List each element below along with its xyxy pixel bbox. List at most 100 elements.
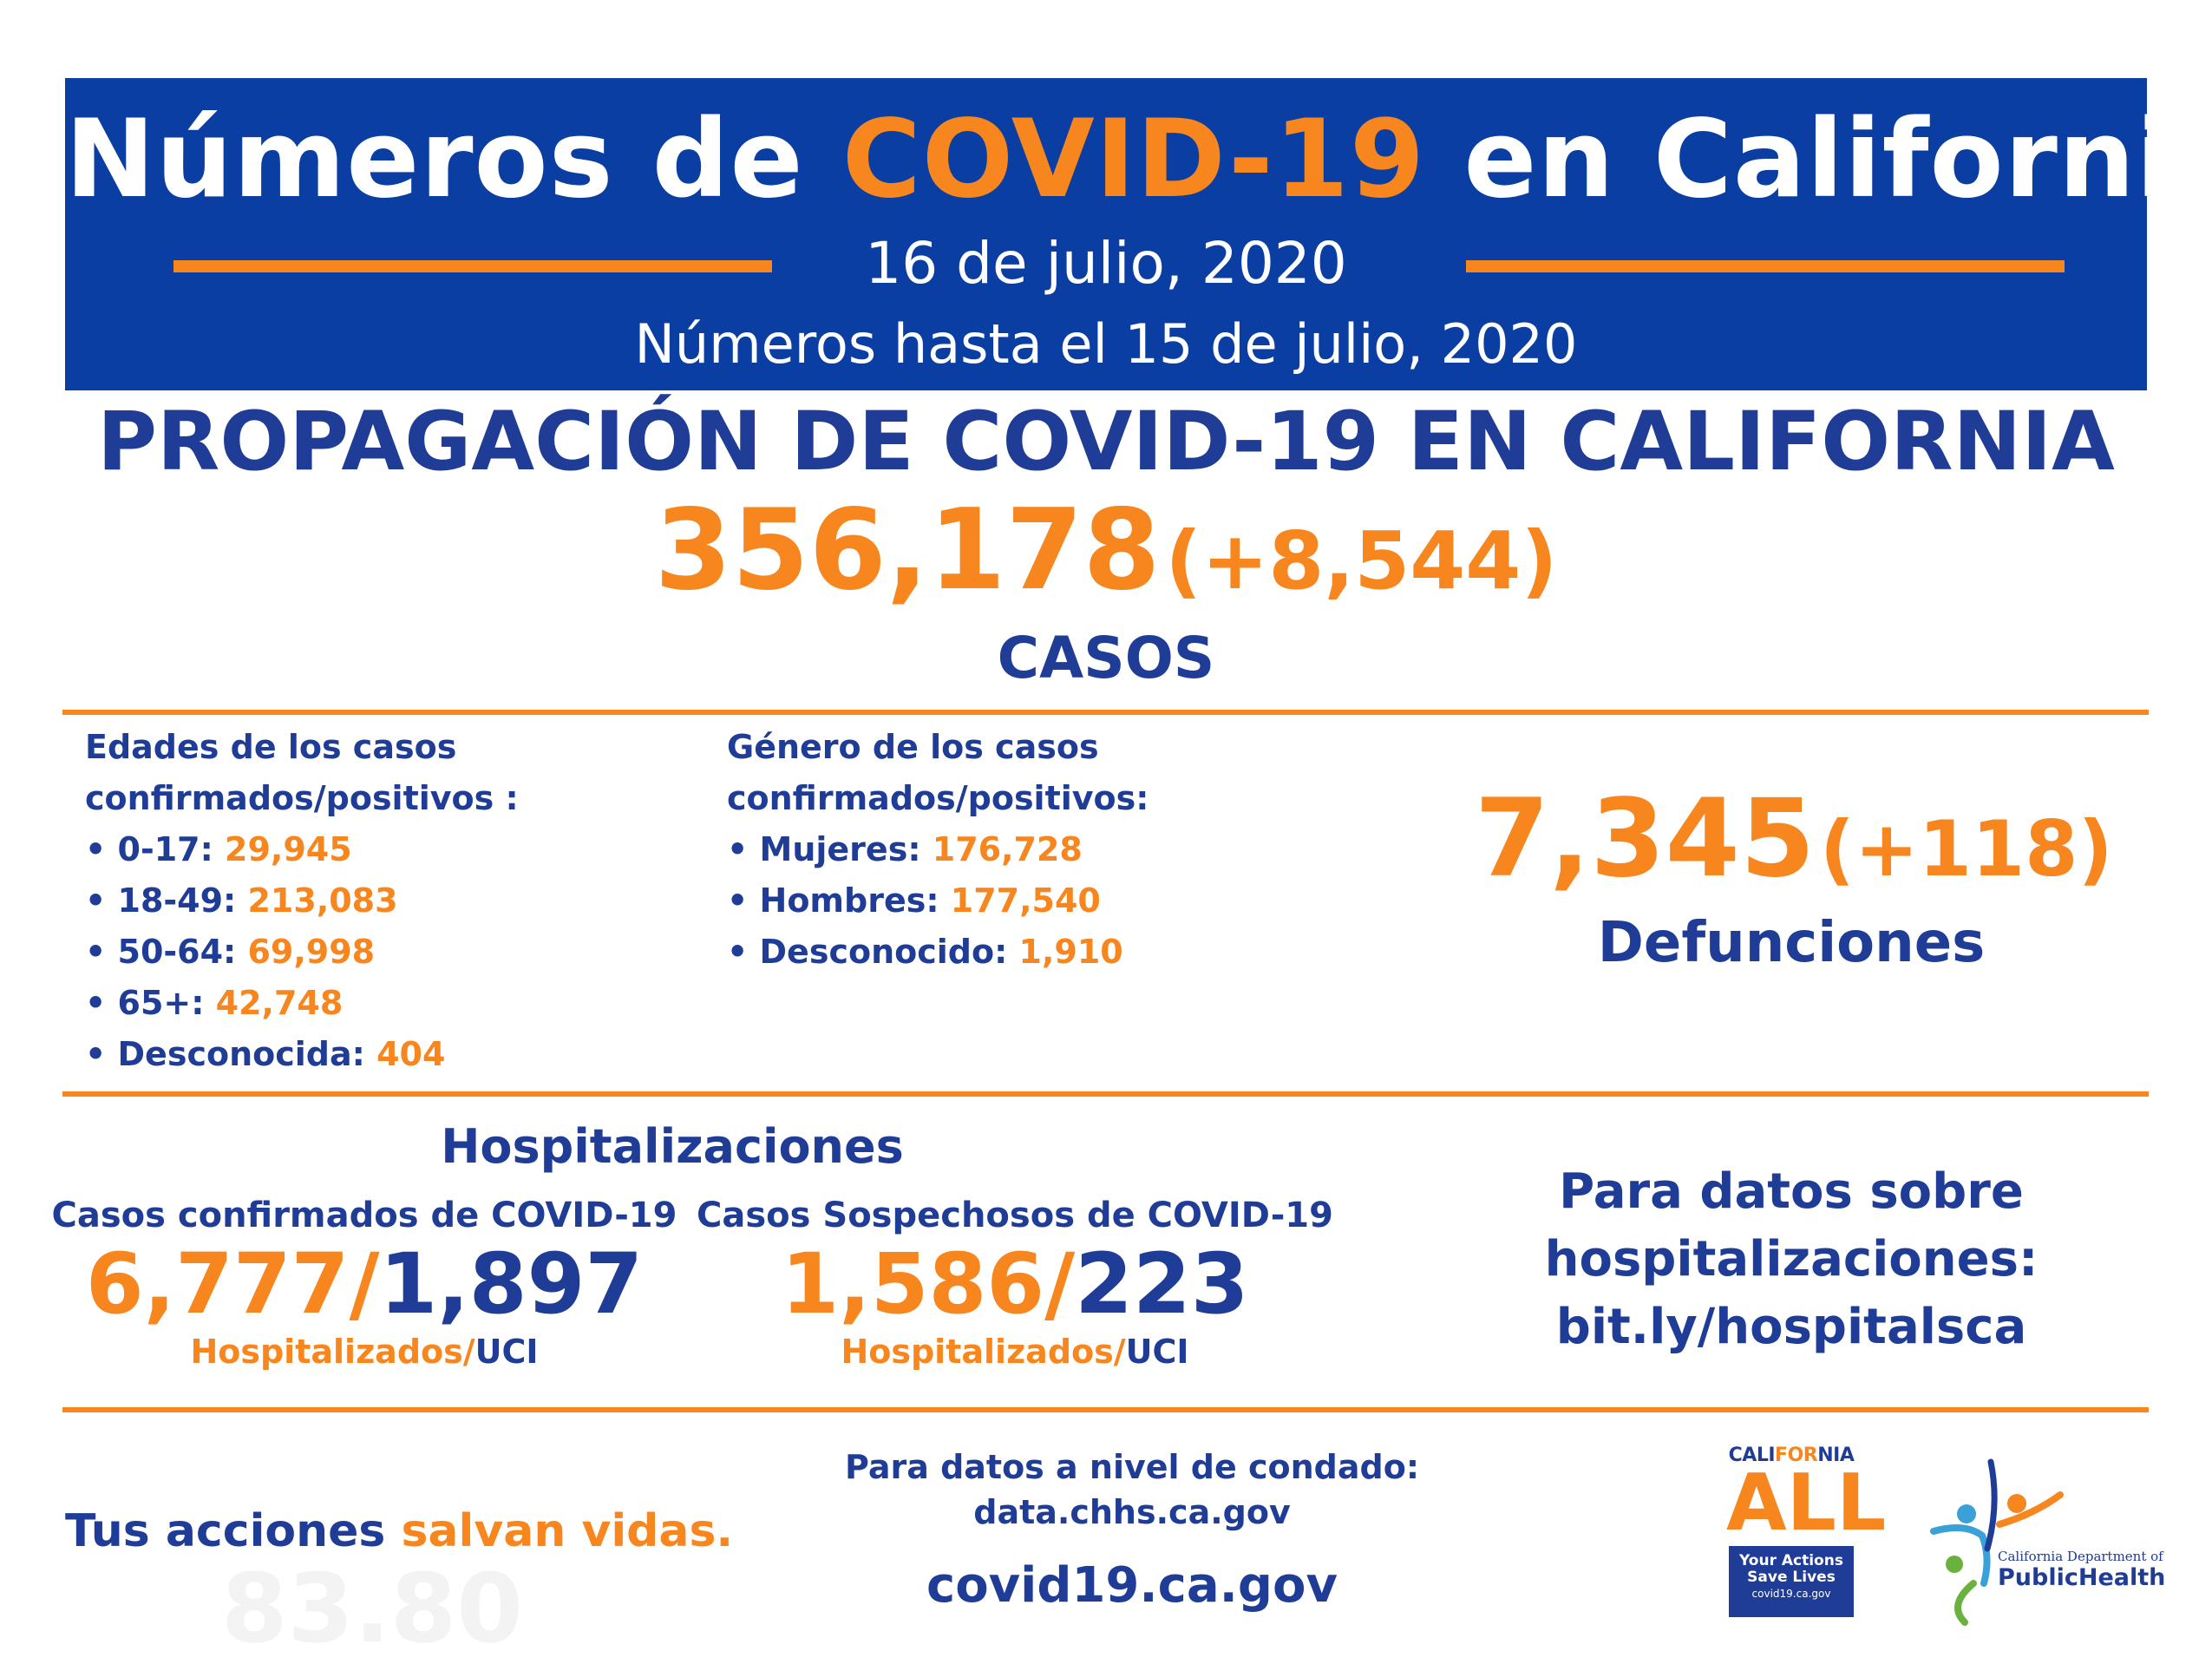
figure-head-green bbox=[1946, 1556, 1963, 1573]
age-group-label: • 65+: bbox=[85, 984, 216, 1022]
faint-background-text: 83.80 bbox=[221, 1553, 523, 1664]
age-group-value: 69,998 bbox=[247, 933, 376, 971]
logo-url: covid19.ca.gov bbox=[1751, 1588, 1831, 1600]
suspected-icu-value: 223 bbox=[1075, 1235, 1249, 1333]
age-group-label: • 18-49: bbox=[85, 881, 248, 920]
figure-body-orange bbox=[1996, 1491, 2064, 1528]
hospital-data-link[interactable]: bit.ly/hospitalsca bbox=[1555, 1299, 2027, 1355]
hospital-data-info: Para datos sobre hospitalizaciones: bit.… bbox=[1475, 1158, 2108, 1361]
logo-text-part: NIA bbox=[1817, 1445, 1855, 1466]
cases-label: CASOS bbox=[997, 625, 1215, 691]
deaths-total-value: 7,345 bbox=[1475, 776, 1816, 901]
cdph-logo: California Department of PublicHealth bbox=[1930, 1453, 2165, 1627]
spread-heading: PROPAGACIÓN DE COVID-19 EN CALIFORNIA bbox=[97, 395, 2115, 489]
cdph-people-icon bbox=[1930, 1458, 2064, 1626]
county-data-info: Para datos a nivel de condado: data.chhs… bbox=[763, 1445, 1501, 1535]
header-rule-right bbox=[1466, 260, 2065, 272]
confirmed-numbers: 6,777/1,897 bbox=[85, 1235, 644, 1333]
unit-hospitalized: Hospitalizados bbox=[190, 1333, 463, 1371]
logo-text-part: CALI bbox=[1728, 1445, 1776, 1466]
confirmed-icu-value: 1,897 bbox=[379, 1235, 644, 1333]
cases-change-value: (+8,544) bbox=[1165, 514, 1558, 607]
suspected-hospitalizations: Casos Sospechosos de COVID-19 1,586/223 … bbox=[685, 1196, 1345, 1371]
logo-tagline-line2: Save Lives bbox=[1747, 1569, 1836, 1586]
suspected-label: Casos Sospechosos de COVID-19 bbox=[697, 1196, 1333, 1235]
list-item: • 65+: 42,748 bbox=[85, 978, 640, 1029]
county-info-label: Para datos a nivel de condado: bbox=[844, 1448, 1420, 1486]
confirmed-hospitalizations: Casos confirmados de COVID-19 6,777/1,89… bbox=[35, 1196, 694, 1371]
cdph-department-text: California Department of bbox=[1998, 1549, 2163, 1564]
slogan-prefix: Tus acciones bbox=[65, 1505, 402, 1557]
figure-head-blue bbox=[1957, 1504, 1976, 1523]
logo-text-part: FOR bbox=[1775, 1445, 1818, 1466]
age-group-value: 42,748 bbox=[215, 984, 344, 1022]
unit-icu: UCI bbox=[1125, 1333, 1189, 1371]
gender-value: 1,910 bbox=[1018, 933, 1123, 971]
age-group-value: 213,083 bbox=[247, 881, 398, 920]
age-group-value: 29,945 bbox=[225, 830, 352, 868]
figure-swoosh-navy bbox=[1984, 1458, 1998, 1552]
deaths-label: Defunciones bbox=[1597, 911, 1986, 975]
header-banner: Números de COVID-19 en California 16 de … bbox=[65, 78, 2212, 390]
slogan: Tus acciones salvan vidas. bbox=[65, 1505, 759, 1557]
title-highlight: COVID-19 bbox=[841, 97, 1426, 222]
logo-tagline-box: Your Actions Save Lives covid19.ca.gov bbox=[1729, 1546, 1854, 1617]
cdph-name-text: PublicHealth bbox=[1998, 1564, 2166, 1591]
hospitalizations-heading: Hospitalizaciones bbox=[441, 1119, 904, 1174]
gender-label: • Hombres: bbox=[727, 881, 951, 920]
unit-hospitalized: Hospitalizados bbox=[841, 1333, 1114, 1371]
slogan-highlight: salvan vidas. bbox=[401, 1505, 734, 1557]
gender-label: • Mujeres: bbox=[727, 830, 933, 868]
figure-head-orange bbox=[2007, 1494, 2026, 1513]
list-item: • 18-49: 213,083 bbox=[85, 875, 640, 927]
deaths-change-value: (+118) bbox=[1819, 804, 2113, 894]
gender-heading-line1: Género de los casos bbox=[727, 728, 1099, 766]
gender-list: Género de los casos confirmados/positivo… bbox=[727, 722, 1334, 978]
data-as-of: Números hasta el 15 de julio, 2020 bbox=[634, 312, 1578, 376]
ages-heading-line2: confirmados/positivos : bbox=[85, 779, 519, 817]
suspected-hospitalized-value: 1,586 bbox=[781, 1235, 1045, 1333]
age-group-label: • 0-17: bbox=[85, 830, 226, 868]
deaths-total: 7,345 (+118) bbox=[1475, 776, 2113, 901]
age-group-value: 404 bbox=[376, 1035, 446, 1073]
list-item: • Hombres: 177,540 bbox=[727, 875, 1334, 927]
unit-icu: UCI bbox=[474, 1333, 539, 1371]
logo-california-text: CALIFORNIA bbox=[1726, 1445, 1856, 1466]
figure-body-blue bbox=[1930, 1524, 1991, 1587]
confirmed-units: Hospitalizados/UCI bbox=[190, 1333, 539, 1371]
confirmed-label: Casos confirmados de COVID-19 bbox=[51, 1196, 677, 1235]
suspected-units: Hospitalizados/UCI bbox=[841, 1333, 1189, 1371]
list-item: • 50-64: 69,998 bbox=[85, 927, 640, 978]
suspected-numbers: 1,586/223 bbox=[781, 1235, 1249, 1333]
title-prefix: Números de bbox=[65, 97, 842, 222]
confirmed-hospitalized-value: 6,777 bbox=[85, 1235, 350, 1333]
hospital-info-line2: hospitalizaciones: bbox=[1544, 1231, 2039, 1287]
section-divider bbox=[62, 1407, 2149, 1412]
list-item: • Desconocida: 404 bbox=[85, 1029, 640, 1080]
report-date: 16 de julio, 2020 bbox=[865, 230, 1347, 297]
header-rule-left bbox=[173, 260, 772, 272]
gender-value: 177,540 bbox=[950, 881, 1101, 920]
section-divider bbox=[62, 1091, 2149, 1097]
gender-heading-line2: confirmados/positivos: bbox=[727, 779, 1149, 817]
california-all-logo: CALIFORNIA ALL Your Actions Save Lives c… bbox=[1726, 1445, 1887, 1627]
list-item: • Mujeres: 176,728 bbox=[727, 824, 1334, 875]
list-item: • 0-17: 29,945 bbox=[85, 824, 640, 875]
age-group-label: • 50-64: bbox=[85, 933, 248, 971]
gender-label: • Desconocido: bbox=[727, 933, 1019, 971]
section-divider bbox=[62, 710, 2149, 715]
cases-total: 356,178 (+8,544) bbox=[0, 486, 2212, 615]
page-title: Números de COVID-19 en California bbox=[65, 97, 2212, 222]
ages-list: Edades de los casos confirmados/positivo… bbox=[85, 722, 640, 1080]
logo-all-text: ALL bbox=[1726, 1458, 1887, 1549]
gender-value: 176,728 bbox=[932, 830, 1083, 868]
ages-heading-line1: Edades de los casos bbox=[85, 728, 457, 766]
logo-tagline-line1: Your Actions bbox=[1739, 1552, 1843, 1569]
hospital-info-line1: Para datos sobre bbox=[1559, 1163, 2024, 1220]
list-item: • Desconocido: 1,910 bbox=[727, 927, 1334, 978]
website-link[interactable]: covid19.ca.gov bbox=[926, 1557, 1338, 1614]
age-group-label: • Desconocida: bbox=[85, 1035, 377, 1073]
cases-total-value: 356,178 bbox=[654, 486, 1161, 615]
figure-body-green bbox=[1954, 1580, 1977, 1626]
county-data-link[interactable]: data.chhs.ca.gov bbox=[973, 1493, 1291, 1531]
